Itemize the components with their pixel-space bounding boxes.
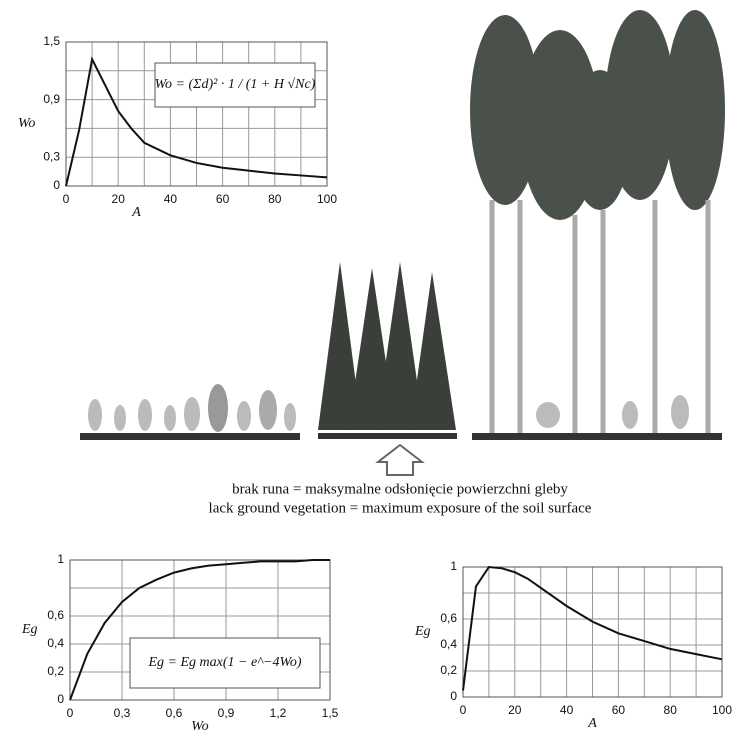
y-axis-label: Eg <box>21 622 38 637</box>
x-tick-label: 100 <box>712 703 732 717</box>
x-tick-label: 100 <box>317 192 337 206</box>
y-tick-label: 0,6 <box>47 608 64 622</box>
caption: brak runa = maksymalne odsłonięcie powie… <box>232 481 568 497</box>
x-tick-label: 40 <box>164 192 178 206</box>
x-tick-label: 20 <box>112 192 126 206</box>
y-axis-label: Eg <box>414 624 431 639</box>
x-tick-label: 1,5 <box>322 706 339 720</box>
y-tick-label: 0,2 <box>440 663 457 677</box>
formula: Eg = Eg max(1 − e^−4Wo) <box>147 655 301 670</box>
y-tick-label: 1 <box>450 559 457 573</box>
y-axis-label: Wo <box>18 116 35 131</box>
x-axis-label: A <box>131 205 141 220</box>
y-tick-label: 0,9 <box>43 92 60 106</box>
x-axis-label: A <box>587 716 597 731</box>
x-axis-label: Wo <box>191 719 208 734</box>
x-tick-label: 0,6 <box>166 706 183 720</box>
x-tick-label: 60 <box>612 703 626 717</box>
x-tick-label: 1,2 <box>270 706 287 720</box>
y-tick-label: 0,4 <box>440 637 457 651</box>
y-tick-label: 1,5 <box>43 34 60 48</box>
y-tick-label: 0,4 <box>47 636 64 650</box>
y-tick-label: 1 <box>57 552 64 566</box>
y-tick-label: 0 <box>53 178 60 192</box>
x-tick-label: 0,9 <box>218 706 235 720</box>
x-tick-label: 60 <box>216 192 230 206</box>
y-tick-label: 0 <box>450 689 457 703</box>
formula: Wo = (Σd)² · 1 / (1 + H √Nc) <box>155 77 316 92</box>
y-tick-label: 0,3 <box>43 149 60 163</box>
x-tick-label: 80 <box>664 703 678 717</box>
y-tick-label: 0 <box>57 692 64 706</box>
figure: brak runa = maksymalne odsłonięcie powie… <box>0 0 735 745</box>
x-tick-label: 40 <box>560 703 574 717</box>
y-tick-label: 0,2 <box>47 664 64 678</box>
x-tick-label: 20 <box>508 703 522 717</box>
x-tick-label: 0,3 <box>114 706 131 720</box>
caption: lack ground vegetation = maximum exposur… <box>209 500 592 516</box>
x-tick-label: 80 <box>268 192 282 206</box>
y-tick-label: 0,6 <box>440 611 457 625</box>
x-tick-label: 0 <box>460 703 467 717</box>
x-tick-label: 0 <box>63 192 70 206</box>
x-tick-label: 0 <box>67 706 74 720</box>
